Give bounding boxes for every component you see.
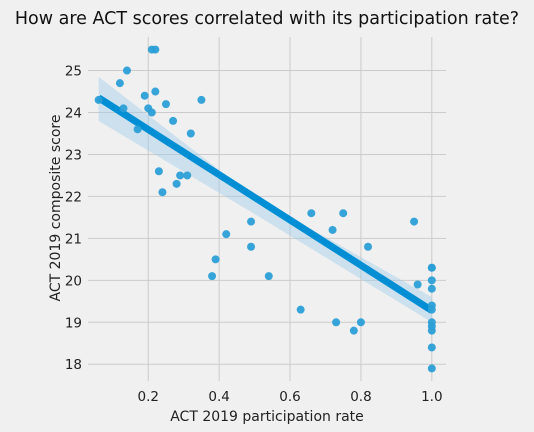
y-tick-label: 22 (65, 189, 82, 205)
data-point (154, 167, 163, 176)
data-point (349, 326, 358, 335)
x-axis-label: ACT 2019 participation rate (170, 409, 364, 425)
data-point (413, 280, 422, 289)
data-point (147, 108, 156, 117)
data-point (94, 95, 103, 104)
data-point (427, 284, 436, 293)
regression-line-layer (96, 94, 434, 314)
y-tick-label: 20 (65, 273, 82, 289)
data-point (208, 272, 217, 281)
grid-lines (88, 37, 446, 381)
data-point (122, 66, 131, 75)
data-point (197, 95, 206, 104)
data-point (169, 116, 178, 125)
y-tick-label: 19 (65, 315, 82, 331)
data-point (151, 87, 160, 96)
y-tick-labels: 18 19 20 21 22 23 24 25 (65, 64, 82, 374)
data-point (427, 276, 436, 285)
y-tick-label: 25 (65, 64, 82, 80)
data-point (115, 79, 124, 88)
data-point (140, 91, 149, 100)
x-tick-labels: 0.2 0.4 0.6 0.8 1.0 (138, 389, 443, 405)
data-point (133, 125, 142, 134)
data-point (427, 263, 436, 272)
data-point (427, 326, 436, 335)
data-point (211, 255, 220, 264)
x-tick-label: 1.0 (421, 389, 442, 405)
data-point (186, 129, 195, 138)
data-point (339, 209, 348, 218)
data-point (307, 209, 316, 218)
y-axis-label: ACT 2019 composite score (48, 115, 64, 302)
data-point (183, 171, 192, 180)
data-point (158, 188, 167, 197)
data-point (176, 171, 185, 180)
x-tick-label: 0.8 (350, 389, 371, 405)
data-point (328, 225, 337, 234)
data-point (410, 217, 419, 226)
data-point (172, 179, 181, 188)
data-point (119, 104, 128, 113)
data-point (332, 318, 341, 327)
data-point (364, 242, 373, 251)
y-tick-label: 18 (65, 357, 82, 373)
x-tick-label: 0.6 (279, 389, 300, 405)
data-point (161, 100, 170, 109)
y-tick-label: 21 (65, 231, 82, 247)
y-tick-label: 24 (65, 106, 82, 122)
data-point (296, 305, 305, 314)
chart-title: How are ACT scores correlated with its p… (15, 9, 519, 29)
data-points-layer (94, 45, 436, 373)
x-tick-label: 0.4 (208, 389, 229, 405)
data-point (151, 45, 160, 54)
data-point (264, 272, 273, 281)
data-point (356, 318, 365, 327)
data-point (427, 364, 436, 373)
data-point (247, 242, 256, 251)
data-point (222, 230, 231, 239)
y-tick-label: 23 (65, 147, 82, 163)
data-point (427, 343, 436, 352)
data-point (427, 305, 436, 314)
data-point (247, 217, 256, 226)
regression-line (96, 94, 434, 314)
x-tick-label: 0.2 (138, 389, 159, 405)
